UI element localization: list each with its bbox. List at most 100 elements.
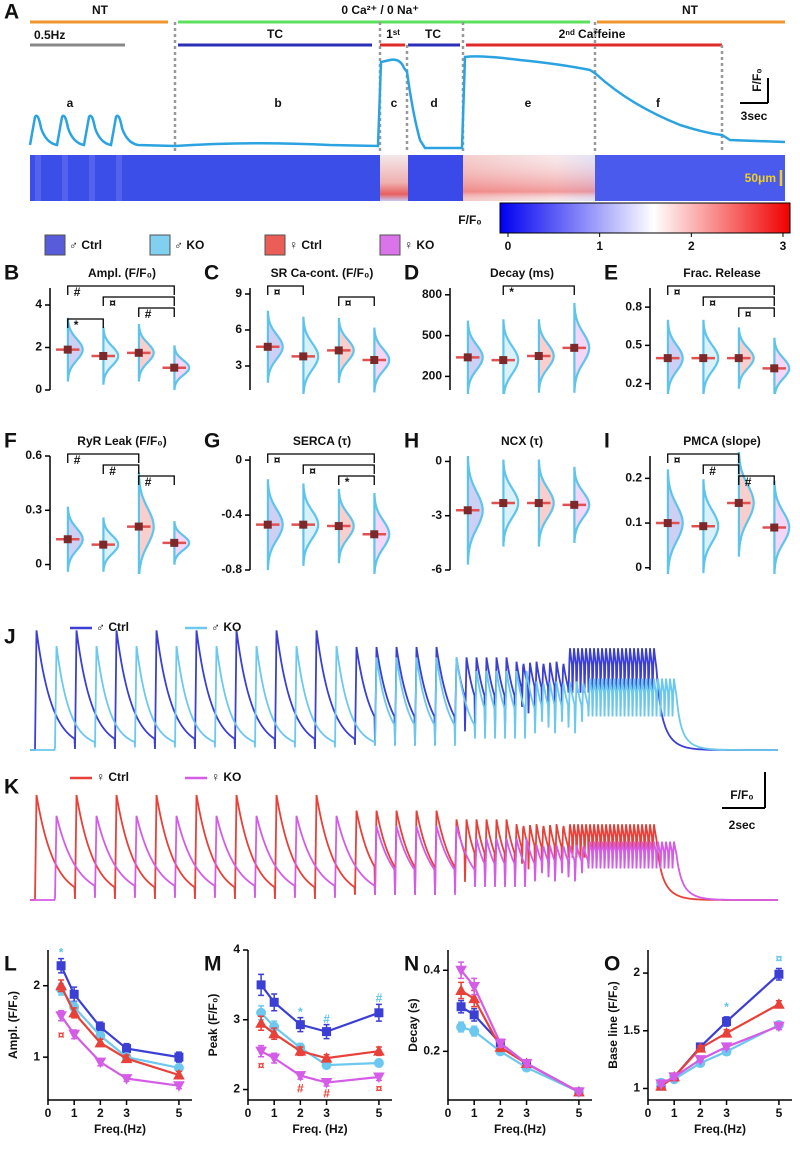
mean-marker — [299, 352, 308, 361]
y-tick-label: 9 — [235, 286, 242, 300]
data-point — [694, 1055, 707, 1066]
panel-a: A NT 0 Ca²⁺ / 0 Na⁺ NT 0.5Hz TC 1ˢᵗ TC 2… — [4, 1, 791, 234]
y-tick-label: 0.2 — [625, 376, 642, 390]
legend-label: ♀ KO — [211, 770, 241, 784]
y-tick-label: 3 — [233, 1012, 240, 1026]
y-axis-label: Ampl. (F/F₀) — [6, 991, 20, 1059]
axes — [47, 950, 192, 1101]
y-tick-label: 200 — [422, 369, 442, 383]
chart-title: Ampl. (F/F₀) — [88, 266, 156, 280]
data-point — [373, 1045, 385, 1056]
panel-letter: L — [4, 953, 17, 976]
x-tick-label: 2 — [97, 1106, 104, 1120]
legend-label: ♂ Ctrl — [69, 238, 102, 252]
significance-label: # — [74, 453, 81, 467]
data-point — [174, 1052, 184, 1062]
data-point — [720, 1042, 733, 1053]
data-point — [469, 1010, 479, 1020]
x-tick-label: 0 — [445, 1106, 452, 1120]
y-tick-label: 1 — [33, 1049, 40, 1063]
solution-label: NT — [682, 3, 699, 17]
data-point — [456, 1022, 467, 1033]
segment-label: d — [430, 96, 437, 110]
y-tick-label: -6 — [431, 562, 442, 576]
data-point — [373, 1058, 384, 1069]
segment-label: c — [391, 96, 398, 110]
x-tick-label: 1 — [271, 1106, 278, 1120]
violin — [666, 469, 684, 574]
calcium-trace — [30, 645, 778, 751]
series-line — [460, 1005, 580, 1093]
chart-title: RyR Leak (F/F₀) — [77, 434, 166, 448]
colorbar-tick-label: 2 — [688, 239, 695, 253]
y-tick-label: -0.4 — [221, 507, 242, 521]
panel-letter: I — [604, 430, 610, 453]
data-point — [373, 1072, 385, 1084]
legend-label: ♂ KO — [174, 238, 204, 252]
significance-bracket — [102, 296, 175, 306]
data-point — [374, 1008, 384, 1018]
mean-marker — [63, 535, 72, 544]
mean-marker — [663, 519, 672, 528]
mean-marker — [170, 538, 179, 547]
significance-bracket — [667, 285, 775, 295]
significance-bracket — [702, 296, 775, 306]
significance-bracket — [738, 475, 775, 485]
significance-label: # — [323, 1087, 330, 1101]
data-point — [468, 981, 481, 993]
data-point — [773, 1021, 785, 1033]
x-tick-label: 3 — [123, 1106, 130, 1120]
mean-marker — [499, 356, 508, 365]
mean-marker — [99, 540, 108, 549]
mean-marker — [734, 354, 743, 363]
mean-marker — [263, 342, 272, 351]
x-tick-label: 5 — [576, 1106, 583, 1120]
data-point — [120, 1074, 133, 1085]
significance-label: # — [745, 475, 752, 489]
violin — [773, 337, 791, 394]
data-point — [655, 1079, 667, 1090]
mean-marker — [134, 348, 143, 357]
x-tick-label: 3 — [723, 1106, 730, 1120]
significance-label: ¤ — [709, 296, 716, 310]
y-tick-label: 2 — [233, 1082, 240, 1096]
significance-bracket — [102, 464, 140, 474]
significance-bracket — [67, 285, 175, 295]
significance-label: ¤ — [258, 1059, 265, 1073]
y-axis-label: Peak (F/F₀) — [206, 994, 220, 1057]
significance-bracket — [738, 307, 775, 317]
significance-label: * — [345, 475, 350, 489]
segment-label: a — [67, 96, 74, 110]
data-point — [255, 1046, 267, 1058]
significance-label: ¤ — [674, 453, 681, 467]
data-point — [456, 1002, 466, 1012]
panel-letter: K — [4, 776, 19, 799]
legend-label: ♀ Ctrl — [289, 238, 322, 252]
colorbar-label: F/F₀ — [458, 213, 481, 227]
panel-letter: F — [4, 430, 17, 453]
x-tick-label: 1 — [471, 1106, 478, 1120]
solution-label: 0 Ca²⁺ / 0 Na⁺ — [341, 3, 418, 17]
mean-marker — [463, 353, 472, 362]
significance-label: ¤ — [274, 453, 281, 467]
y-tick-label: 2 — [35, 340, 42, 354]
significance-label: # — [145, 307, 152, 321]
data-point — [256, 980, 266, 990]
y-tick-label: 0.8 — [625, 299, 642, 313]
x-axis-label: Freq.(Hz) — [94, 1122, 146, 1136]
x-tick-label: 0 — [45, 1106, 52, 1120]
x-tick-label: 3 — [523, 1106, 530, 1120]
significance-label: # — [74, 285, 81, 299]
data-point — [268, 1027, 281, 1039]
y-tick-label: 0 — [435, 454, 442, 468]
panel-letter: C — [204, 262, 219, 285]
legend-label: ♂ KO — [211, 620, 241, 634]
scale-label: F/F₀ — [730, 788, 753, 802]
violin — [737, 452, 755, 557]
solution-label: NT — [92, 3, 109, 17]
mean-marker — [463, 506, 472, 515]
data-point — [173, 1081, 185, 1092]
mean-marker — [534, 352, 543, 360]
segment-label: e — [525, 96, 532, 110]
x-tick-label: 2 — [297, 1106, 304, 1120]
